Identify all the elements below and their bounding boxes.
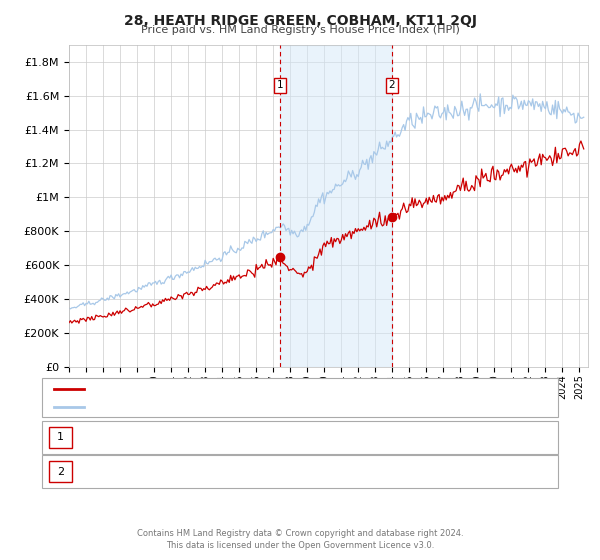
Text: 1: 1 [57, 432, 64, 442]
Text: 2: 2 [388, 81, 395, 91]
Text: Price paid vs. HM Land Registry's House Price Index (HPI): Price paid vs. HM Land Registry's House … [140, 25, 460, 35]
Text: HPI: Average price, detached house, Elmbridge: HPI: Average price, detached house, Elmb… [89, 402, 335, 412]
Text: 2: 2 [57, 466, 64, 477]
Text: 18-MAY-2007: 18-MAY-2007 [117, 432, 189, 442]
Bar [280, 45, 392, 367]
Text: 28, HEATH RIDGE GREEN, COBHAM, KT11 2QJ: 28, HEATH RIDGE GREEN, COBHAM, KT11 2QJ [124, 14, 476, 28]
Text: £885,000: £885,000 [276, 466, 329, 477]
Text: £650,000: £650,000 [276, 432, 329, 442]
Text: 1: 1 [277, 81, 283, 91]
Text: 10% ↓ HPI: 10% ↓ HPI [396, 466, 455, 477]
Text: Contains HM Land Registry data © Crown copyright and database right 2024.: Contains HM Land Registry data © Crown c… [137, 529, 463, 538]
Text: 28, HEATH RIDGE GREEN, COBHAM, KT11 2QJ (detached house): 28, HEATH RIDGE GREEN, COBHAM, KT11 2QJ … [89, 384, 420, 394]
Text: This data is licensed under the Open Government Licence v3.0.: This data is licensed under the Open Gov… [166, 541, 434, 550]
Text: 16% ↓ HPI: 16% ↓ HPI [396, 432, 455, 442]
Text: 17-DEC-2013: 17-DEC-2013 [117, 466, 191, 477]
